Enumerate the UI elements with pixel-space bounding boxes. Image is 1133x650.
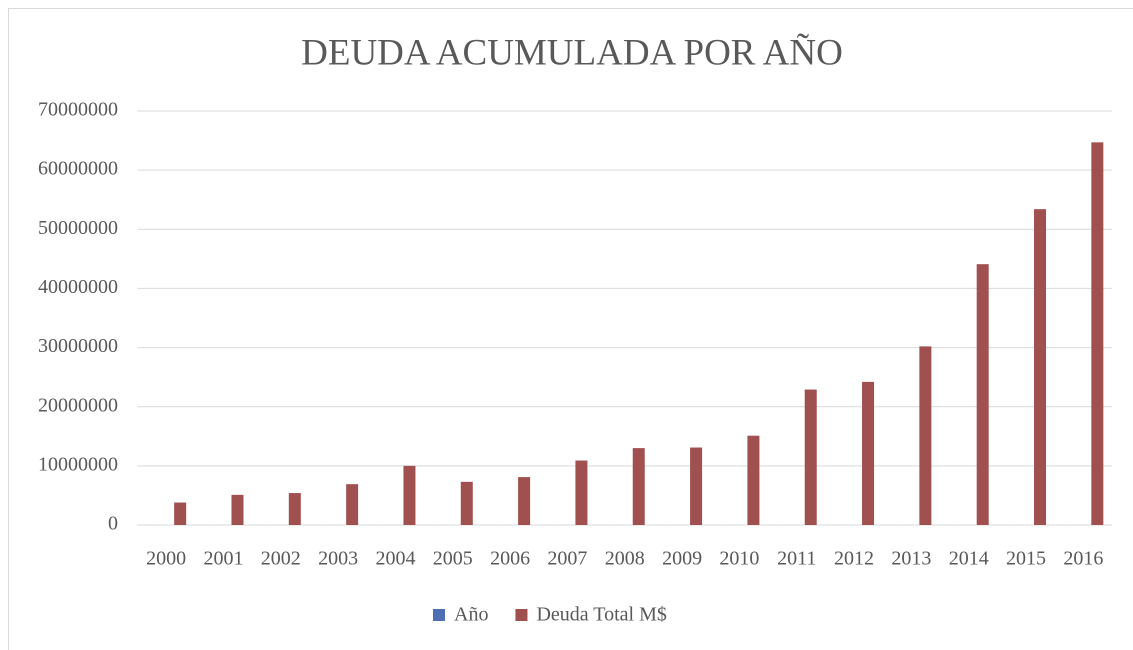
- x-tick-label: 2000: [146, 548, 186, 570]
- x-tick-label: 2016: [1063, 548, 1103, 570]
- bar: [862, 381, 875, 525]
- bar: [288, 493, 301, 525]
- x-tick-label: 2014: [949, 548, 989, 570]
- legend-swatch: [433, 609, 445, 621]
- x-tick-label: 2006: [490, 548, 530, 570]
- bar: [575, 460, 588, 525]
- legend-swatch: [515, 609, 528, 621]
- bar: [346, 484, 359, 525]
- y-tick-label: 70000000: [38, 99, 118, 121]
- x-tick-label: 2011: [777, 548, 816, 570]
- y-tick-label: 30000000: [38, 335, 118, 357]
- x-tick-label: 2012: [834, 548, 874, 570]
- x-tick-label: 2013: [891, 548, 931, 570]
- y-tick-label: 20000000: [38, 394, 118, 416]
- y-tick-label: 10000000: [38, 453, 118, 475]
- legend-label: Año: [454, 604, 488, 626]
- bar: [976, 264, 989, 525]
- bar: [804, 389, 817, 525]
- x-tick-label: 2015: [1006, 548, 1046, 570]
- y-tick-label: 60000000: [38, 158, 118, 180]
- chart-frame: [8, 8, 1133, 650]
- bar: [231, 494, 244, 525]
- bar: [460, 481, 473, 525]
- bar: [632, 448, 645, 525]
- x-tick-label: 2003: [318, 548, 358, 570]
- x-tick-label: 2005: [433, 548, 473, 570]
- bar: [690, 447, 703, 525]
- legend-label: Deuda Total M$: [536, 604, 666, 626]
- y-tick-label: 50000000: [38, 217, 118, 239]
- x-tick-label: 2010: [719, 548, 759, 570]
- x-tick-label: 2008: [605, 548, 645, 570]
- x-tick-label: 2007: [547, 548, 587, 570]
- bar: [174, 502, 187, 525]
- bar: [518, 477, 531, 525]
- x-tick-label: 2002: [261, 548, 301, 570]
- bar: [1091, 142, 1104, 526]
- y-tick-label: 0: [108, 513, 118, 535]
- y-tick-label: 40000000: [38, 276, 118, 298]
- x-tick-label: 2001: [203, 548, 243, 570]
- x-tick-label: 2004: [375, 548, 415, 570]
- bar: [919, 346, 932, 525]
- bar: [747, 435, 760, 525]
- chart-title: DEUDA ACUMULADA POR AÑO: [301, 32, 843, 73]
- x-tick-label: 2009: [662, 548, 702, 570]
- bar: [403, 465, 416, 525]
- bar: [1034, 209, 1047, 526]
